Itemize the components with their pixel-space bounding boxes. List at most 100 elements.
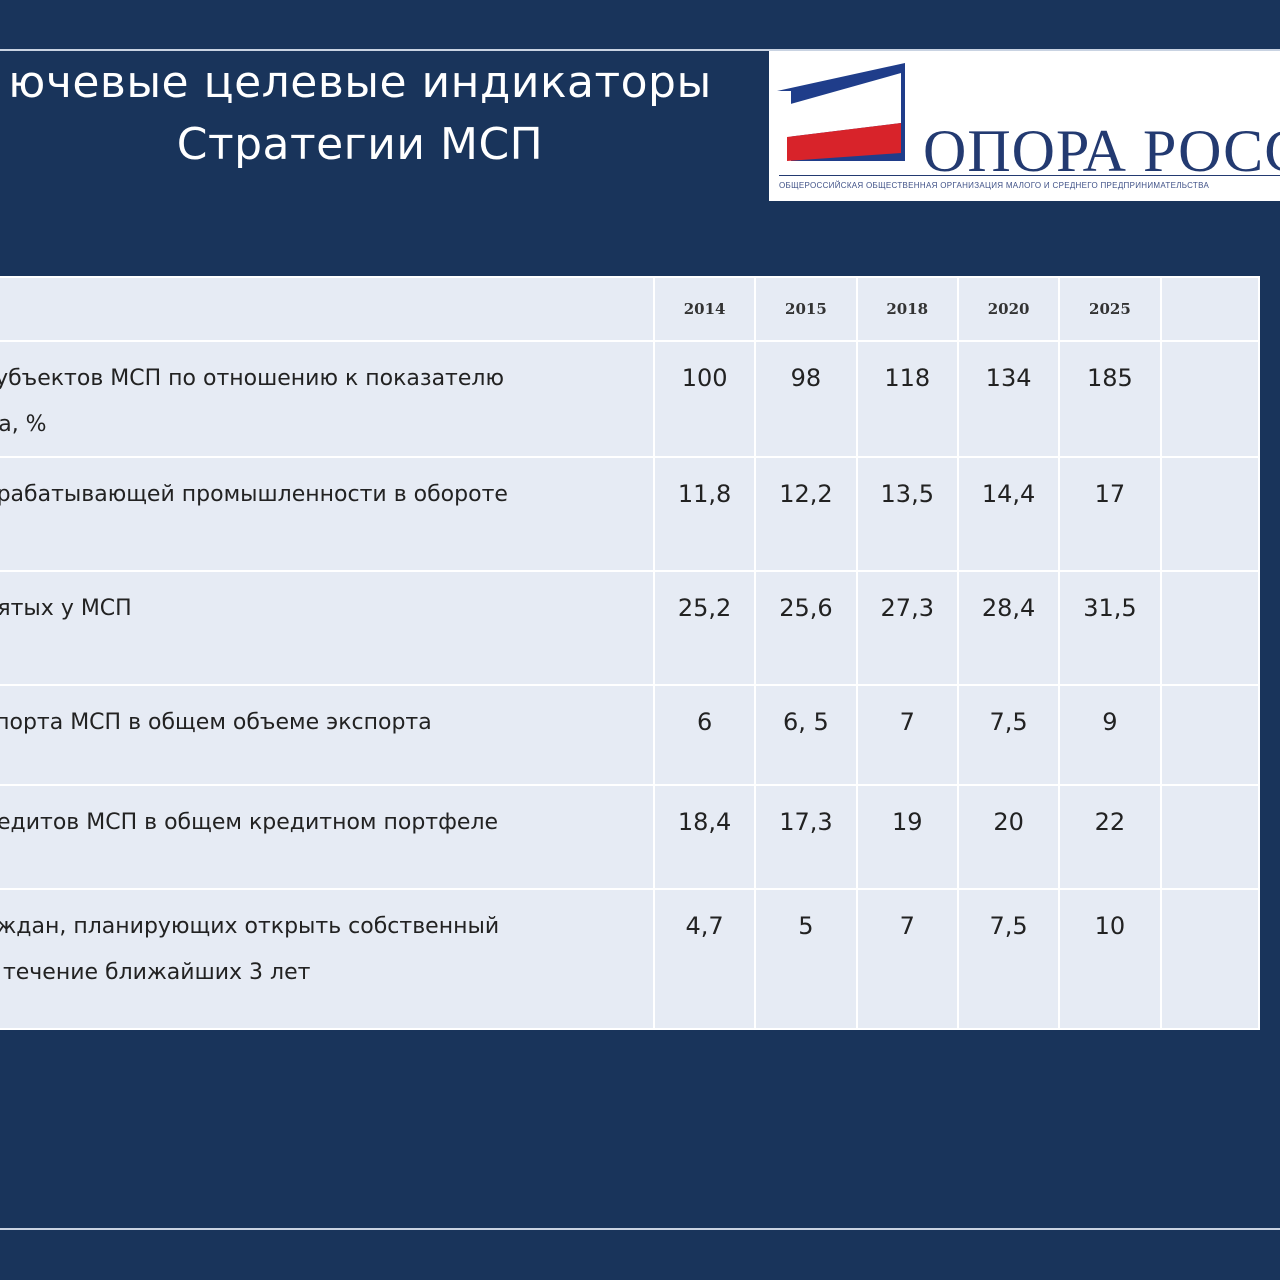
- header-cell: 2020: [956, 276, 1061, 342]
- indicator-value: 31,5: [1083, 594, 1137, 622]
- indicator-value: 100: [681, 364, 728, 392]
- indicator-label: спорта МСП в общем объеме экспорта: [0, 710, 432, 735]
- value-cell: 18,4: [652, 784, 757, 890]
- value-cell: 13,5: [855, 456, 959, 572]
- value-cell: 118: [855, 340, 959, 458]
- indicator-value: 98: [790, 364, 822, 392]
- table-row: редитов МСП в общем кредитном портфеле 18…: [0, 784, 1261, 890]
- value-cell: 4,7: [652, 888, 757, 1030]
- value-cell: 22: [1058, 784, 1162, 890]
- value-cell: 134: [956, 340, 1061, 458]
- header-cell: 2025: [1058, 276, 1162, 342]
- table-row: субъектов МСП по отношению к показателю …: [0, 340, 1261, 458]
- value-cell: 17,3: [754, 784, 858, 890]
- indicator-value: [1162, 572, 1258, 594]
- indicator-value: 6, 5: [783, 708, 829, 736]
- value-cell: 20: [956, 784, 1061, 890]
- value-cell: [1159, 684, 1261, 786]
- indicator-value: 7: [899, 708, 915, 736]
- value-cell: 100: [652, 340, 757, 458]
- indicator-value: 7: [899, 912, 915, 940]
- indicator-label-cell: нятых у МСП: [0, 570, 655, 686]
- value-cell: 5: [754, 888, 858, 1030]
- value-cell: 7: [855, 684, 959, 786]
- value-cell: 25,6: [754, 570, 858, 686]
- value-cell: 17: [1058, 456, 1162, 572]
- indicator-label: редитов МСП в общем кредитном портфеле: [0, 810, 499, 835]
- table-row: брабатывающей промышленности в обороте 11…: [0, 456, 1261, 572]
- indicator-value: 5: [798, 912, 814, 940]
- title-line-1: ючевые целевые индикаторы: [8, 57, 712, 108]
- indicator-label-cell: субъектов МСП по отношению к показателю …: [0, 340, 655, 458]
- flag-logo-icon: [777, 63, 905, 161]
- indicator-value: 7,5: [989, 912, 1028, 940]
- indicator-value: 13,5: [880, 480, 934, 508]
- indicator-value: 14,4: [981, 480, 1036, 508]
- header-cell: [1159, 276, 1261, 342]
- value-cell: 7,5: [956, 888, 1061, 1030]
- value-cell: 19: [855, 784, 959, 890]
- title-line-2: Стратегии МСП: [176, 119, 544, 170]
- indicator-value: 134: [985, 364, 1032, 392]
- indicator-label-cell: спорта МСП в общем объеме экспорта: [0, 684, 655, 786]
- opora-logo: ОПОРА РОСС ОБЩЕРОССИЙСКАЯ ОБЩЕСТВЕННАЯ О…: [769, 51, 1280, 201]
- value-cell: [1159, 340, 1261, 458]
- indicator-value: 22: [1094, 808, 1126, 836]
- indicator-value: 185: [1087, 364, 1133, 392]
- value-cell: 185: [1058, 340, 1162, 458]
- logo-subtitle: ОБЩЕРОССИЙСКАЯ ОБЩЕСТВЕННАЯ ОРГАНИЗАЦИЯ …: [779, 181, 1210, 190]
- indicator-value: 7,5: [989, 708, 1028, 736]
- value-cell: [1159, 570, 1261, 686]
- indicators-table: 2014 2015 2018 2020 2025 субъектов МСП п…: [0, 276, 1261, 1030]
- value-cell: 31,5: [1058, 570, 1162, 686]
- table-row: спорта МСП в общем объеме экспорта 6 6, 5 7…: [0, 684, 1261, 786]
- value-cell: 6, 5: [754, 684, 858, 786]
- value-cell: 10: [1058, 888, 1162, 1030]
- indicator-label-cell: редитов МСП в общем кредитном портфеле: [0, 784, 655, 890]
- top-divider: [0, 49, 1280, 51]
- table-row: аждан, планирующих открыть собственный в…: [0, 888, 1261, 1030]
- indicator-label: брабатывающей промышленности в обороте: [0, 482, 508, 507]
- header-cell: 2015: [754, 276, 858, 342]
- indicator-value: 9: [1102, 708, 1118, 736]
- header-cell: 2018: [855, 276, 959, 342]
- indicator-value: [1162, 786, 1258, 808]
- indicator-value: 17,3: [779, 808, 833, 836]
- header-cell: 2014: [652, 276, 757, 342]
- value-cell: 9: [1058, 684, 1162, 786]
- indicator-value: [1162, 458, 1258, 480]
- value-cell: [1159, 456, 1261, 572]
- value-cell: 25,2: [652, 570, 757, 686]
- value-cell: 6: [652, 684, 757, 786]
- indicator-value: [1162, 342, 1258, 364]
- bottom-divider: [0, 1228, 1280, 1230]
- value-cell: 14,4: [956, 456, 1061, 572]
- indicator-value: 11,8: [677, 480, 732, 508]
- indicator-label: нятых у МСП: [0, 596, 132, 621]
- indicator-value: 118: [884, 364, 931, 392]
- value-cell: 98: [754, 340, 858, 458]
- value-cell: 7: [855, 888, 959, 1030]
- indicator-label-cell: брабатывающей промышленности в обороте: [0, 456, 655, 572]
- indicator-value: 4,7: [685, 912, 724, 940]
- indicator-value: 6: [696, 708, 713, 736]
- indicator-value: 28,4: [981, 594, 1036, 622]
- value-cell: 11,8: [652, 456, 757, 572]
- indicator-value: 18,4: [677, 808, 732, 836]
- value-cell: [1159, 888, 1261, 1030]
- value-cell: 12,2: [754, 456, 858, 572]
- indicator-value: 12,2: [779, 480, 833, 508]
- value-cell: 28,4: [956, 570, 1061, 686]
- indicator-value: 25,6: [779, 594, 833, 622]
- indicator-value: [1162, 890, 1258, 912]
- value-cell: 27,3: [855, 570, 959, 686]
- indicator-value: 25,2: [677, 594, 732, 622]
- indicator-value: 19: [891, 808, 923, 836]
- indicator-value: [1162, 686, 1258, 708]
- indicator-value: 10: [1094, 912, 1126, 940]
- logo-text: ОПОРА РОСС: [923, 118, 1280, 184]
- slide-title: ючевые целевые индикаторы Стратегии МСП: [0, 52, 780, 176]
- table-header-row: 2014 2015 2018 2020 2025: [0, 276, 1261, 342]
- logo-divider: [779, 175, 1280, 176]
- indicator-label: субъектов МСП по отношению к показателю …: [0, 366, 504, 437]
